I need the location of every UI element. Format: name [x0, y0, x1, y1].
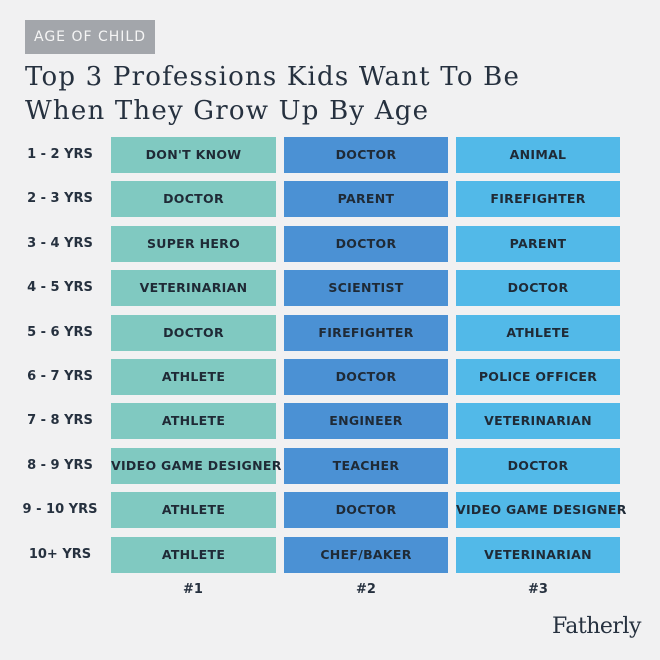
rank-label-3: #3 [528, 582, 548, 597]
table-row: 9 - 10 YRS ATHLETE DOCTOR VIDEO GAME DESIGN… [0, 492, 660, 529]
age-label: 9 - 10 YRS [22, 502, 98, 518]
table-row: 2 - 3 YRS DOCTOR PARENT FIREFIGHTER [0, 181, 660, 218]
profession-cell-rank-3: POLICE OFFICER [456, 359, 620, 395]
profession-cell-rank-1: ATHLETE [111, 359, 276, 395]
profession-cell-rank-2: DOCTOR [284, 137, 448, 173]
profession-cell-rank-1: SUPER HERO [111, 225, 276, 262]
table-row: 1 - 2 YRS DON'T KNOW DOCTOR ANIMAL [0, 137, 660, 173]
profession-cell-rank-3: VETERINARIAN [456, 403, 620, 440]
age-label: 7 - 8 YRS [27, 413, 93, 429]
profession-cell-rank-2: DOCTOR [284, 492, 448, 529]
table-row: 7 - 8 YRS ATHLETE ENGINEER VETERINARIAN [0, 403, 660, 440]
profession-cell-rank-1: ATHLETE [111, 492, 276, 529]
age-label: 5 - 6 YRS [27, 324, 93, 340]
age-label: 4 - 5 YRS [27, 280, 93, 296]
profession-cell-rank-3: ATHLETE [456, 314, 620, 351]
profession-cell-rank-1: DON'T KNOW [111, 137, 276, 173]
profession-cell-rank-3: ANIMAL [456, 137, 620, 173]
rank-label-2: #2 [356, 582, 376, 597]
profession-cell-rank-2: SCIENTIST [284, 270, 448, 307]
title-line: When They Grow Up By Age [25, 96, 430, 126]
profession-cell-rank-2: ENGINEER [284, 403, 448, 440]
table-row: 10+ YRS ATHLETE CHEF/BAKER VETERINARIAN [0, 536, 660, 573]
profession-cell-rank-2: PARENT [284, 181, 448, 218]
profession-cell-rank-1: VIDEO GAME DESIGNER [111, 447, 281, 484]
profession-cell-rank-2: DOCTOR [284, 359, 448, 395]
profession-cell-rank-1: ATHLETE [111, 403, 276, 440]
age-label: 10+ YRS [28, 546, 92, 562]
profession-cell-rank-3: DOCTOR [456, 447, 620, 484]
profession-cell-rank-2: TEACHER [284, 447, 448, 484]
title-line: Top 3 Professions Kids Want To Be [25, 62, 521, 92]
table-row: 5 - 6 YRS DOCTOR FIREFIGHTER ATHLETE [0, 314, 660, 351]
profession-cell-rank-1: VETERINARIAN [111, 270, 276, 307]
table-row: 8 - 9 YRS VIDEO GAME DESIGNER TEACHER DOCTO… [0, 447, 660, 484]
fatherly-logo: Fatherly [552, 614, 641, 639]
rank-label-1: #1 [183, 582, 203, 597]
profession-cell-rank-3: PARENT [456, 225, 620, 262]
table-row: 4 - 5 YRS VETERINARIAN SCIENTIST DOCTOR [0, 270, 660, 307]
page-title: Top 3 Professions Kids Want To Be When T… [25, 60, 520, 128]
profession-cell-rank-2: FIREFIGHTER [284, 314, 448, 351]
age-label: 6 - 7 YRS [27, 369, 93, 384]
table-row: 6 - 7 YRS ATHLETE DOCTOR POLICE OFFICER [0, 359, 660, 395]
profession-cell-rank-1: DOCTOR [111, 181, 276, 218]
age-label: 1 - 2 YRS [27, 147, 93, 162]
profession-cell-rank-3: FIREFIGHTER [456, 181, 620, 218]
age-label: 2 - 3 YRS [27, 191, 93, 207]
profession-cell-rank-1: ATHLETE [111, 536, 276, 573]
profession-cell-rank-3: VIDEO GAME DESIGNER [456, 492, 626, 529]
profession-cell-rank-3: DOCTOR [456, 270, 620, 307]
age-label: 8 - 9 YRS [27, 457, 93, 473]
profession-cell-rank-2: CHEF/BAKER [284, 536, 448, 573]
profession-cell-rank-1: DOCTOR [111, 314, 276, 351]
age-label: 3 - 4 YRS [27, 235, 93, 251]
profession-cell-rank-3: VETERINARIAN [456, 536, 620, 573]
category-badge: AGE OF CHILD [25, 20, 155, 54]
table-row: 3 - 4 YRS SUPER HERO DOCTOR PARENT [0, 225, 660, 262]
profession-cell-rank-2: DOCTOR [284, 225, 448, 262]
